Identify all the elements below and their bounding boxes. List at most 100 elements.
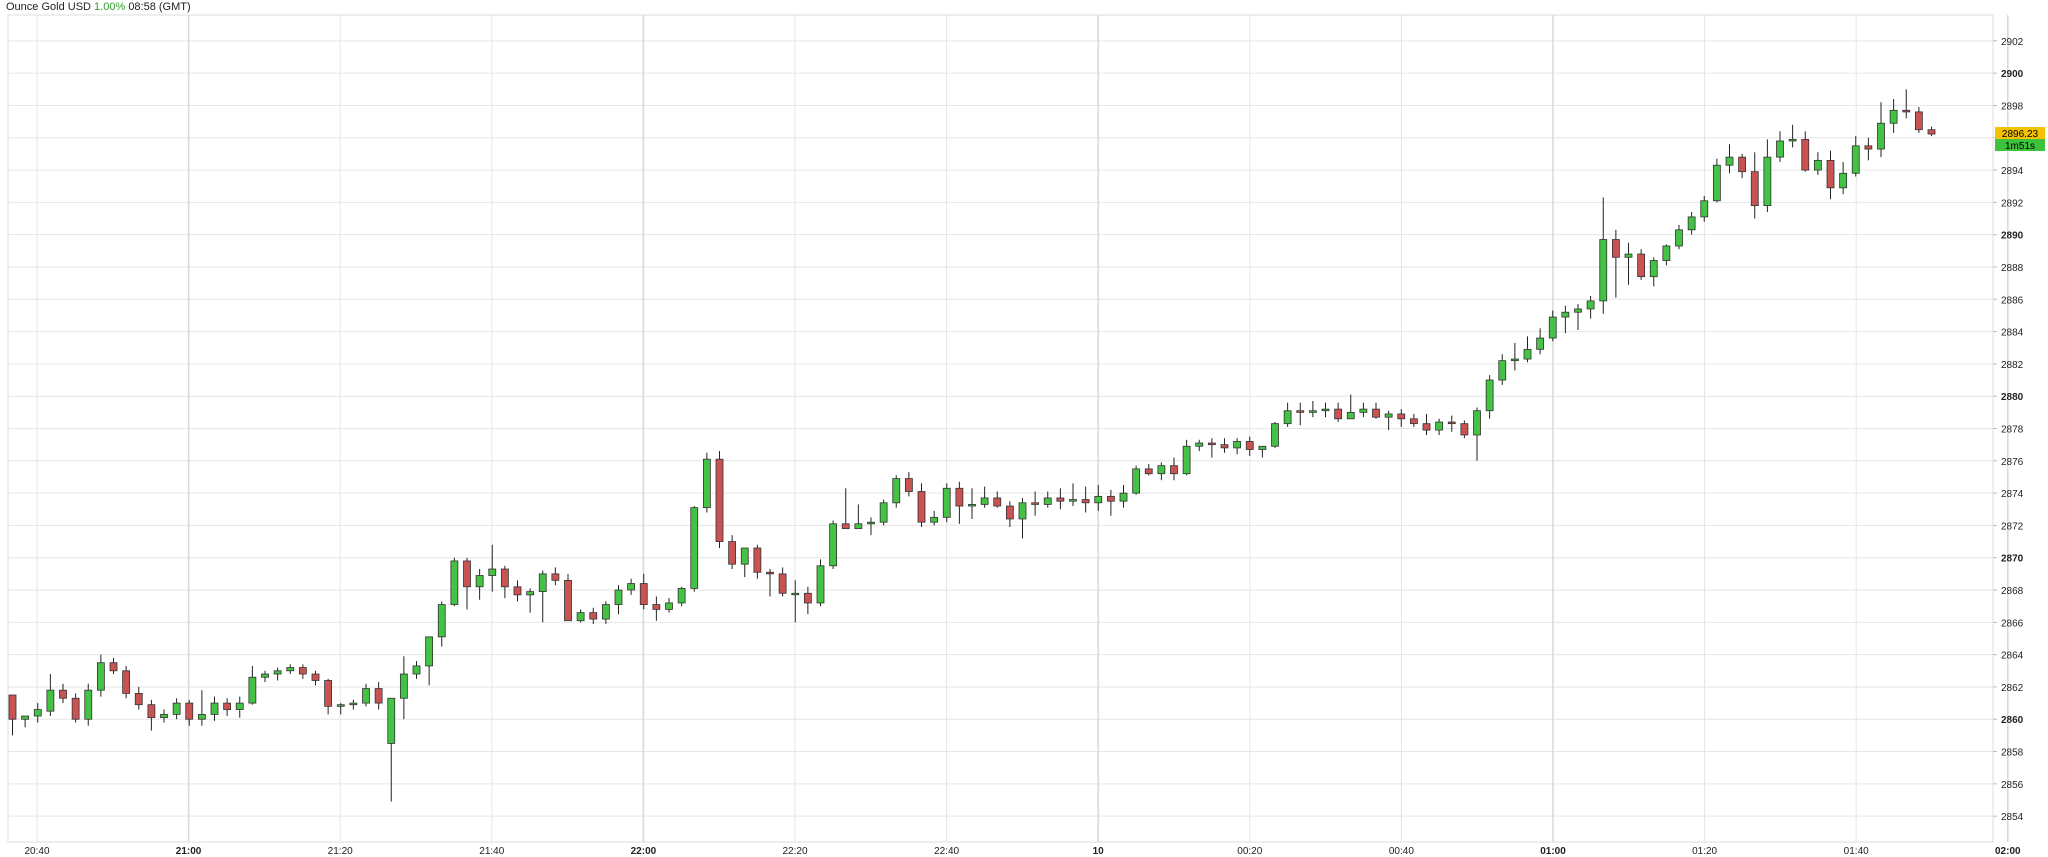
candle-body bbox=[1624, 253, 1633, 258]
candle-body bbox=[84, 689, 93, 720]
candle-body bbox=[1889, 109, 1898, 124]
y-tick-label: 2876 bbox=[2001, 457, 2024, 468]
candle-down bbox=[1460, 420, 1469, 439]
y-tick-label: 2884 bbox=[2001, 328, 2024, 339]
y-tick-label: 2872 bbox=[2001, 521, 2024, 532]
candle-down bbox=[1902, 89, 1911, 119]
candle-body bbox=[1157, 465, 1166, 475]
candle-body bbox=[753, 547, 762, 573]
x-tick-label: 22:40 bbox=[934, 846, 959, 857]
candle-up bbox=[1043, 491, 1052, 508]
candle-up bbox=[1195, 439, 1204, 452]
candle-body bbox=[538, 573, 547, 593]
candle-body bbox=[1574, 308, 1582, 313]
candle-body bbox=[1700, 200, 1709, 218]
candle-up bbox=[854, 504, 863, 530]
candle-body bbox=[1902, 109, 1911, 113]
candle-body bbox=[1637, 253, 1646, 278]
candle-body bbox=[1321, 408, 1330, 412]
candle-body bbox=[399, 673, 408, 699]
candle-down bbox=[1397, 409, 1406, 427]
candle-body bbox=[652, 604, 661, 610]
candle-up bbox=[829, 520, 838, 570]
candle-up bbox=[1283, 402, 1292, 427]
candle-down bbox=[1220, 438, 1229, 453]
candle-down bbox=[551, 567, 560, 586]
candle-up bbox=[791, 580, 800, 623]
candle-body bbox=[1397, 413, 1406, 420]
candle-up bbox=[46, 674, 55, 717]
candle-body bbox=[1839, 172, 1848, 189]
candles-layer bbox=[8, 89, 1936, 802]
y-tick-label: 2900 bbox=[2001, 69, 2024, 80]
candle-down bbox=[1334, 402, 1343, 423]
candle-up bbox=[210, 696, 219, 721]
candle-body bbox=[122, 670, 131, 694]
candle-body bbox=[500, 568, 509, 588]
candle-body bbox=[286, 667, 295, 672]
y-tick-label: 2890 bbox=[2001, 231, 2024, 242]
candle-body bbox=[1018, 502, 1027, 520]
candle-body bbox=[109, 662, 118, 672]
candle-down bbox=[1409, 413, 1418, 427]
candle-down bbox=[185, 699, 194, 726]
candle-body bbox=[1738, 156, 1747, 173]
countdown-label: 1m51s bbox=[2005, 141, 2035, 152]
candle-body bbox=[1460, 423, 1469, 436]
candle-up bbox=[475, 569, 484, 600]
x-tick-label: 02:00 bbox=[1995, 846, 2021, 857]
candle-body bbox=[21, 715, 30, 720]
candle-body bbox=[1801, 138, 1810, 171]
candle-body bbox=[311, 673, 320, 681]
candle-up bbox=[1599, 197, 1608, 314]
chart-grid bbox=[7, 14, 2009, 843]
candle-body bbox=[791, 592, 800, 596]
candle-down bbox=[109, 657, 118, 675]
candle-body bbox=[1106, 495, 1115, 502]
candle-body bbox=[261, 673, 269, 678]
candle-body bbox=[740, 547, 749, 565]
x-tick-label: 22:00 bbox=[631, 846, 657, 857]
candle-body bbox=[248, 676, 257, 704]
candle-body bbox=[614, 589, 623, 605]
candle-body bbox=[1207, 442, 1216, 446]
candle-up bbox=[1675, 224, 1683, 250]
candle-body bbox=[1233, 441, 1242, 449]
candle-up bbox=[399, 656, 408, 720]
candle-up bbox=[1776, 131, 1784, 162]
candle-down bbox=[71, 693, 80, 723]
candle-body bbox=[1220, 444, 1229, 449]
x-tick-label: 00:40 bbox=[1389, 846, 1414, 857]
candle-up bbox=[160, 709, 168, 723]
candle-down bbox=[1447, 415, 1456, 432]
candle-up bbox=[1561, 305, 1570, 334]
countdown-tag bbox=[1995, 139, 2045, 152]
candle-body bbox=[829, 523, 838, 567]
candle-up bbox=[1586, 296, 1595, 319]
candle-up bbox=[526, 588, 535, 613]
candle-body bbox=[1914, 111, 1923, 131]
y-tick-label: 2902 bbox=[2001, 37, 2024, 48]
candle-up bbox=[677, 586, 686, 607]
chart-header: Ounce Gold USD 1.00% 08:58 (GMT) bbox=[6, 0, 191, 14]
candle-body bbox=[955, 487, 964, 507]
candle-down bbox=[904, 472, 913, 497]
candle-up bbox=[1712, 158, 1721, 203]
candle-body bbox=[172, 702, 181, 715]
candle-body bbox=[1649, 260, 1658, 278]
candle-body bbox=[1245, 441, 1254, 450]
candle-body bbox=[942, 487, 951, 518]
candle-up bbox=[33, 703, 42, 723]
candle-body bbox=[1536, 337, 1545, 350]
candle-body bbox=[197, 713, 206, 720]
candle-body bbox=[147, 704, 156, 719]
candle-up bbox=[942, 483, 951, 523]
candle-up bbox=[1510, 342, 1519, 371]
candle-down bbox=[1826, 150, 1835, 200]
candle-body bbox=[867, 521, 875, 525]
x-tick-label: 22:20 bbox=[782, 846, 807, 857]
candle-body bbox=[1409, 418, 1418, 425]
candle-up bbox=[930, 510, 939, 526]
candle-body bbox=[1548, 316, 1557, 339]
